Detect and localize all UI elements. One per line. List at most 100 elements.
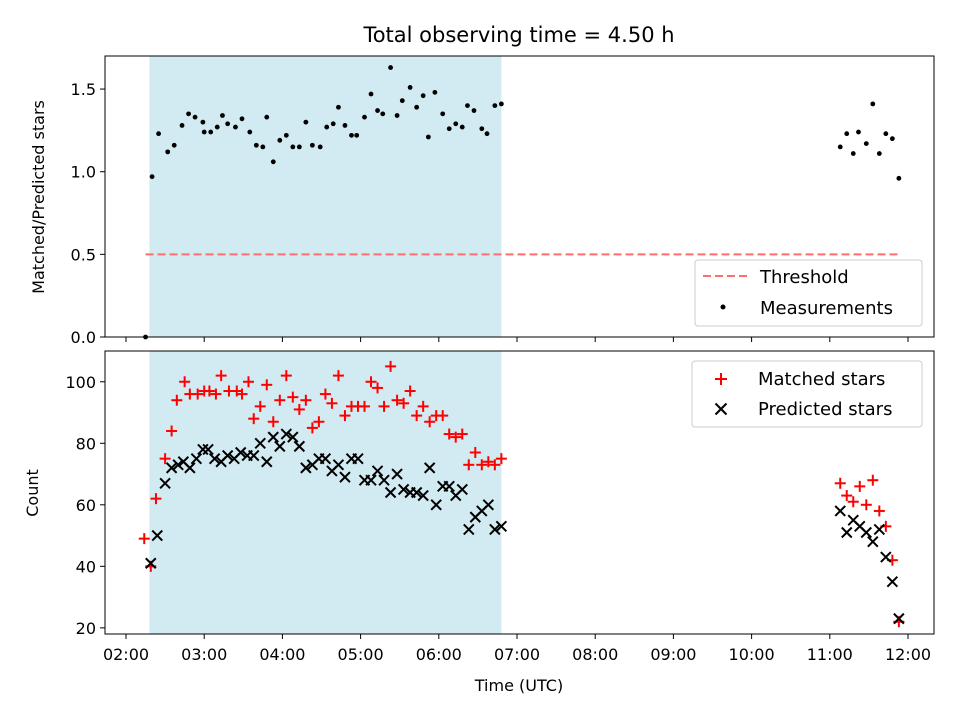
predicted-stars-point [248, 449, 260, 462]
measurement-point [260, 144, 266, 150]
measurement-point [239, 116, 245, 122]
measurement-point [380, 111, 386, 117]
matched-stars-point [391, 394, 403, 406]
matched-stars-point [138, 533, 150, 545]
top-y-ticks: 0.0 0.5 1.0 1.5 [71, 80, 105, 347]
x-tick-label: 02:00 [103, 645, 149, 664]
x-stroke-b [300, 462, 312, 474]
measurement-point [388, 65, 393, 70]
matched-stars-point [469, 447, 481, 459]
x-tick-label: 03:00 [181, 645, 227, 664]
x-stroke-b [234, 446, 247, 459]
predicted-stars-point [456, 483, 468, 496]
matched-stars-point [300, 394, 312, 406]
top-marks [143, 65, 902, 340]
matched-stars-point [267, 416, 279, 428]
bottom-legend-frame [691, 360, 923, 428]
x-stroke-b [430, 499, 442, 511]
matched-stars-point [398, 397, 410, 409]
x-tick-label: 11:00 [807, 645, 853, 664]
measurement-point [446, 126, 452, 132]
measurement-point [837, 144, 843, 150]
measurement-point [179, 123, 185, 128]
matched-stars-point [847, 496, 859, 508]
predicted-stars-point [417, 489, 429, 502]
predicted-stars-point [332, 459, 345, 471]
top-observing-window-shade [149, 56, 502, 337]
measurement-point [492, 103, 498, 108]
measurement-point [303, 119, 309, 125]
matched-stars-point [339, 410, 351, 422]
matched-stars-point [319, 388, 331, 400]
predicted-stars-point [234, 446, 247, 459]
measurement-point [192, 114, 198, 120]
legend-predicted-swatch [714, 402, 728, 416]
top-y-tick-label: 1.5 [71, 80, 96, 99]
measurement-point [368, 91, 374, 97]
measurement-point [165, 149, 171, 155]
matched-stars-point [192, 388, 204, 400]
x-stroke-b [391, 468, 403, 480]
predicted-stars-point [841, 526, 853, 539]
measurement-point [420, 93, 426, 99]
predicted-stars-point [151, 529, 163, 542]
predicted-stars-point [410, 486, 423, 499]
x-stroke-b [860, 526, 873, 539]
predicted-stars-point [489, 523, 501, 536]
bottom-y-tick-label: 60 [76, 496, 96, 515]
chart-title: Total observing time = 4.50 h [362, 23, 674, 47]
measurement-point [317, 144, 323, 150]
x-tick-label: 05:00 [338, 645, 384, 664]
measurement-point [324, 124, 330, 130]
matched-stars-point [463, 459, 475, 471]
x-stroke-b [841, 526, 853, 539]
top-axes-frame [104, 55, 935, 338]
measurement-point [342, 123, 348, 128]
matched-stars-point [326, 397, 338, 409]
measurement-point [870, 101, 876, 107]
x-stroke-b [352, 452, 364, 465]
measurement-point [247, 129, 253, 135]
matched-stars-point [210, 388, 222, 400]
measurement-point [425, 134, 431, 140]
measurement-point [309, 142, 315, 148]
predicted-stars-point [391, 468, 403, 480]
predicted-stars-point [172, 459, 184, 471]
x-stroke-b [184, 462, 196, 474]
bottom-y-axis-label: Count [23, 469, 42, 517]
measurement-point [856, 129, 861, 135]
predicted-stars-point [463, 523, 475, 536]
matched-stars-point [841, 490, 853, 502]
predicted-stars-point [208, 452, 221, 465]
matched-stars-point [150, 493, 162, 505]
matched-stars-point [274, 394, 286, 406]
x-stroke-b [339, 471, 351, 483]
measurement-point [296, 144, 302, 150]
measurement-point [253, 142, 259, 148]
bottom-axes-frame [104, 350, 935, 635]
x-stroke-b [248, 449, 260, 462]
predicted-stars-point [319, 452, 332, 465]
bottom-y-tick-label: 20 [76, 619, 96, 638]
measurement-point [432, 89, 438, 95]
matched-stars-point [476, 459, 488, 471]
predicted-stars-point [867, 536, 879, 548]
measurement-point [354, 132, 360, 138]
predicted-stars-point [145, 557, 157, 569]
matched-stars-point [332, 370, 344, 382]
x-stroke-b [151, 529, 163, 542]
matched-stars-point [293, 403, 305, 415]
x-stroke-b [880, 551, 892, 563]
x-stroke-b [378, 474, 390, 486]
predicted-stars-point [300, 462, 312, 474]
bottom-panel: 20 40 60 80 100 02:00 03:00 04:00 05:00 06:00 07:… [23, 350, 935, 695]
top-y-axis-label: Matched/Predicted stars [29, 100, 48, 294]
x-stroke-b [190, 452, 203, 465]
x-stroke-b [893, 612, 905, 625]
measurement-point [277, 137, 283, 143]
measurement-point [850, 151, 856, 156]
x-stroke-b [287, 431, 299, 443]
matched-stars-point [280, 370, 292, 382]
measurement-point [264, 114, 270, 120]
matched-stars-point [482, 456, 494, 468]
